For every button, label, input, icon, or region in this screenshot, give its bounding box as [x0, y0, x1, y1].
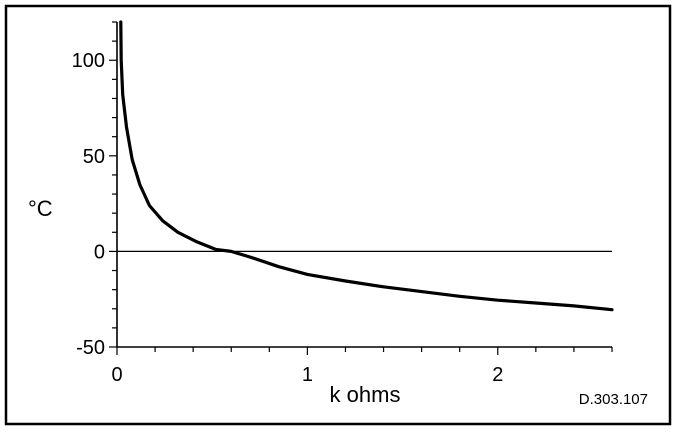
x-tick-label: 0 [111, 364, 122, 386]
axes [116, 22, 612, 348]
x-axis-label: k ohms [330, 382, 401, 407]
ticks: -50 0 50 100 0 1 2 [72, 21, 613, 386]
x-tick-label: 1 [302, 364, 313, 386]
figure-frame [4, 4, 672, 426]
series-layer [119, 20, 614, 312]
y-axis-label: °C [28, 196, 53, 221]
y-tick-label: 0 [94, 241, 105, 263]
figure-reference: D.303.107 [579, 391, 648, 408]
y-tick-label: 100 [72, 50, 105, 72]
y-tick-label: 50 [83, 146, 105, 168]
y-tick-label: -50 [76, 337, 105, 359]
resistance-temperature-curve [119, 20, 614, 312]
x-tick-label: 2 [492, 364, 503, 386]
